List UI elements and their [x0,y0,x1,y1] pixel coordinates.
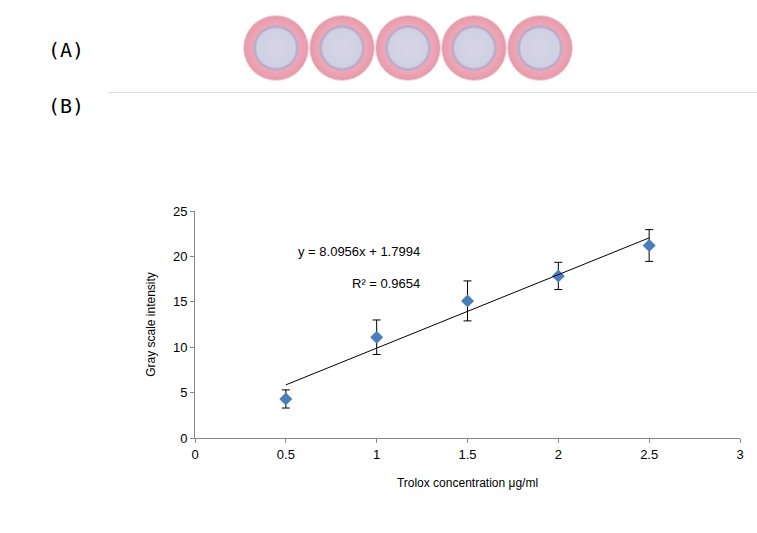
svg-text:15: 15 [173,294,187,309]
svg-text:y = 8.0956x + 1.7994: y = 8.0956x + 1.7994 [298,244,420,259]
svg-text:2: 2 [555,447,562,462]
svg-text:3: 3 [736,447,743,462]
svg-text:1: 1 [373,447,380,462]
svg-text:R² = 0.9654: R² = 0.9654 [352,276,420,291]
svg-text:5: 5 [180,385,187,400]
svg-text:0.5: 0.5 [277,447,295,462]
svg-text:1.5: 1.5 [458,447,476,462]
svg-text:Trolox concentration μg/ml: Trolox concentration μg/ml [397,476,538,490]
svg-text:Gray scale intensity: Gray scale intensity [144,272,158,377]
svg-text:0: 0 [191,447,198,462]
html-text:(B): (B) [48,94,85,118]
svg-text:2.5: 2.5 [640,447,658,462]
svg-text:0: 0 [180,431,187,446]
svg-text:10: 10 [173,340,187,355]
svg-text:20: 20 [173,249,187,264]
svg-text:25: 25 [173,204,187,219]
html-text:(A): (A) [48,38,85,62]
